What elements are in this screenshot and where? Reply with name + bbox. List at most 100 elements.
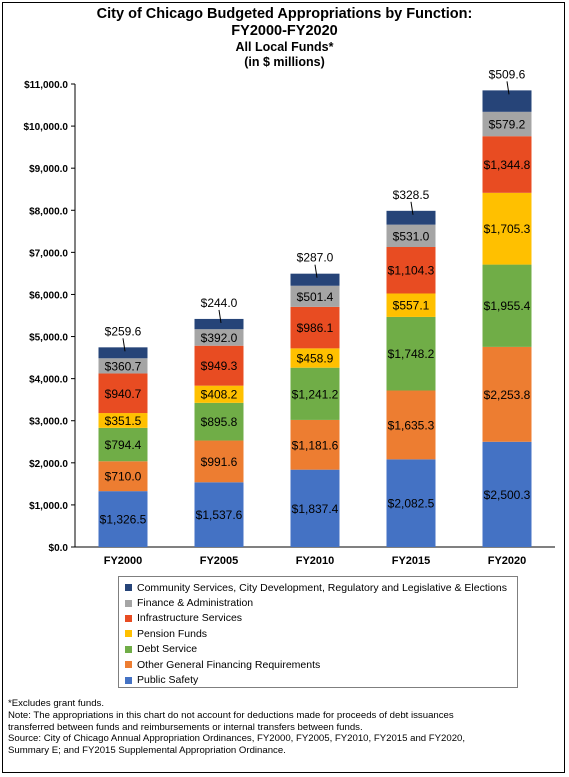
bar-segment	[98, 461, 148, 492]
data-label: $501.4	[297, 290, 334, 304]
bar-segment	[386, 210, 436, 225]
y-tick-label: $1,000.0	[29, 501, 68, 512]
bar-segment	[482, 90, 532, 112]
bar-segment	[386, 316, 436, 391]
bar-segment	[98, 491, 148, 547]
data-label: $1,837.4	[292, 502, 339, 516]
data-label: $794.4	[105, 438, 142, 452]
bar-segment	[290, 419, 340, 470]
bar-segment	[98, 347, 148, 359]
y-tick-label: $11,000.0	[24, 80, 68, 91]
note-line: Source: City of Chicago Annual Appropria…	[8, 733, 466, 745]
note-line: Note: The appropriations in this chart d…	[8, 709, 454, 721]
data-label: $531.0	[393, 229, 430, 243]
data-label: $1,635.3	[388, 418, 435, 432]
chart-subtitle-years: FY2000-FY2020	[231, 23, 338, 39]
data-label-leader	[410, 201, 414, 215]
bar-segment	[98, 358, 148, 374]
chart-notes: *Excludes grant funds. Note: The appropri…	[8, 698, 563, 757]
data-label: $1,748.2	[388, 347, 435, 361]
y-tick-label: $4,000.0	[29, 375, 68, 386]
data-label: $986.1	[297, 321, 334, 335]
bar-segment	[290, 273, 340, 286]
legend-swatch	[125, 614, 132, 622]
bar-segment	[194, 440, 244, 483]
chart-subtitle-units: (in $ millions)	[244, 55, 325, 69]
bar-segment	[290, 348, 340, 368]
legend-label: Pension Funds	[137, 627, 208, 640]
data-label: $1,344.8	[484, 158, 531, 172]
legend-swatch	[125, 676, 132, 684]
bar-segment	[482, 264, 532, 347]
legend-item: Public Safety	[125, 672, 517, 687]
bar-segment	[98, 413, 148, 428]
chart-subtitle-funds: All Local Funds*	[235, 40, 334, 54]
bar-segment	[386, 247, 436, 294]
data-label-leader	[122, 338, 126, 352]
bar-segment	[290, 285, 340, 307]
bar-segment	[98, 427, 148, 462]
y-tick-label: $5,000.0	[29, 333, 68, 344]
bar-segment	[194, 345, 244, 386]
data-label: $458.9	[297, 352, 334, 366]
data-label: $351.5	[105, 414, 142, 428]
chart-title: City of Chicago Budgeted Appropriations …	[96, 6, 473, 22]
bar-segment	[386, 224, 436, 248]
bar-segment	[290, 367, 340, 420]
note-line: *Excludes grant funds.	[8, 698, 104, 709]
bar-segment	[98, 373, 148, 414]
bar-segment	[194, 329, 244, 346]
legend-swatch	[125, 645, 132, 653]
data-label: $1,705.3	[484, 222, 531, 236]
data-label: $1,326.5	[100, 513, 147, 527]
legend-item: Finance & Administration	[125, 595, 517, 610]
x-tick-label: FY2015	[392, 555, 431, 567]
data-label-leader	[314, 264, 318, 278]
bar-segment	[386, 459, 436, 547]
legend-swatch	[125, 661, 132, 669]
legend-label: Finance & Administration	[137, 597, 254, 610]
legend-label: Infrastructure Services	[137, 612, 243, 625]
bar-segment	[482, 441, 532, 547]
data-label: $360.7	[105, 359, 142, 373]
x-tick-label: FY2010	[296, 555, 335, 567]
bar-segment	[482, 136, 532, 193]
y-tick-label: $6,000.0	[29, 290, 68, 301]
x-tick-label: FY2005	[200, 555, 239, 567]
bar-segment	[194, 402, 244, 441]
data-label: $579.2	[489, 118, 526, 132]
y-tick-label: $10,000.0	[24, 122, 69, 133]
bar-segment	[194, 482, 244, 547]
data-label: $2,082.5	[388, 497, 435, 511]
y-tick-label: $2,000.0	[29, 459, 68, 470]
data-label: $392.0	[201, 331, 238, 345]
legend-swatch	[125, 599, 132, 607]
data-label: $287.0	[297, 251, 334, 265]
data-label: $895.8	[201, 415, 238, 429]
legend-item: Other General Financing Requirements	[125, 657, 517, 672]
data-label: $557.1	[393, 299, 430, 313]
legend-item: Infrastructure Services	[125, 611, 517, 626]
legend-swatch	[125, 630, 132, 638]
data-label: $940.7	[105, 387, 142, 401]
legend-label: Debt Service	[137, 643, 198, 656]
data-label: $1,181.6	[292, 438, 339, 452]
data-label: $509.6	[489, 67, 526, 81]
bar-segment	[386, 390, 436, 460]
data-label: $259.6	[105, 324, 142, 338]
data-label: $710.0	[105, 470, 142, 484]
legend-label: Public Safety	[137, 674, 199, 687]
y-tick-label: $8,000.0	[29, 206, 68, 217]
note-line: Summary E; and FY2015 Supplemental Appro…	[8, 745, 286, 757]
data-label-leader	[218, 309, 222, 324]
legend-item: Pension Funds	[125, 626, 517, 641]
y-tick-label: $7,000.0	[29, 248, 68, 259]
data-label: $328.5	[393, 188, 430, 202]
data-label-leader	[506, 81, 510, 95]
data-label: $991.6	[201, 455, 238, 469]
data-label: $1,104.3	[388, 264, 435, 278]
legend-item: Community Services, City Development, Re…	[125, 580, 517, 595]
legend-swatch	[125, 584, 132, 592]
